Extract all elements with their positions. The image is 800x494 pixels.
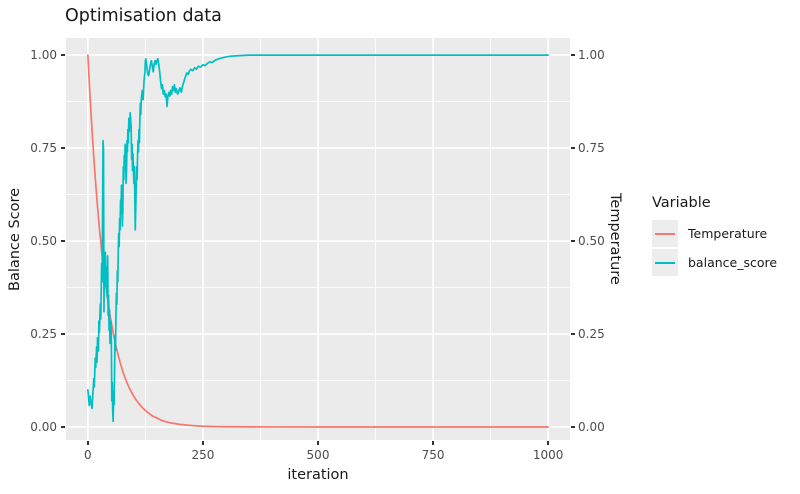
y-tick-mark xyxy=(61,333,65,335)
y-tick-label-right: 0.25 xyxy=(578,327,605,341)
y-tick-mark-right xyxy=(571,240,575,242)
y-tick-mark-right xyxy=(571,54,575,56)
x-axis-title: iteration xyxy=(287,467,349,483)
x-tick-mark xyxy=(547,441,549,445)
legend: Variable Temperature balance_score xyxy=(652,195,777,278)
x-tick-mark xyxy=(87,441,89,445)
legend-item-temperature: Temperature xyxy=(652,220,777,247)
y-tick-mark-right xyxy=(571,426,575,428)
legend-key-line xyxy=(655,261,675,264)
y-tick-mark xyxy=(61,426,65,428)
plot-panel xyxy=(66,38,570,440)
series-line-balance_score xyxy=(87,54,549,423)
legend-title: Variable xyxy=(652,195,711,211)
x-tick-label: 1000 xyxy=(532,448,564,462)
x-tick-label: 500 xyxy=(306,448,330,462)
y-tick-label: 0.75 xyxy=(30,141,57,156)
x-tick-label: 750 xyxy=(421,448,445,462)
y-tick-label-right: 0.00 xyxy=(578,419,605,434)
y-tick-mark xyxy=(61,147,65,149)
y-tick-label-right: 1.00 xyxy=(578,48,605,63)
x-tick-mark xyxy=(317,441,319,445)
y-tick-label: 0.25 xyxy=(30,327,57,341)
y-tick-label-right: 0.75 xyxy=(578,141,605,156)
plot-title: Optimisation data xyxy=(65,6,222,26)
x-tick-label: 250 xyxy=(191,448,215,462)
legend-item-balance-score: balance_score xyxy=(652,249,777,276)
legend-label: balance_score xyxy=(688,255,778,270)
y-tick-mark-right xyxy=(571,333,575,335)
x-tick-label: 0 xyxy=(84,448,92,462)
y-tick-label: 0.50 xyxy=(30,234,57,249)
legend-key xyxy=(652,249,678,276)
y-tick-label: 1.00 xyxy=(30,48,57,63)
legend-label: Temperature xyxy=(688,226,768,241)
y-tick-mark xyxy=(61,54,65,56)
y-tick-label: 0.00 xyxy=(30,419,57,434)
y-axis-title-left: Balance Score xyxy=(7,187,23,291)
legend-key-line xyxy=(655,232,675,235)
x-tick-mark xyxy=(202,441,204,445)
plot-svg xyxy=(66,38,570,440)
y-tick-label-right: 0.50 xyxy=(578,234,605,249)
y-tick-mark xyxy=(61,240,65,242)
legend-key xyxy=(652,220,678,247)
x-tick-mark xyxy=(432,441,434,445)
y-axis-title-right: Temperature xyxy=(607,193,623,285)
y-tick-mark-right xyxy=(571,147,575,149)
